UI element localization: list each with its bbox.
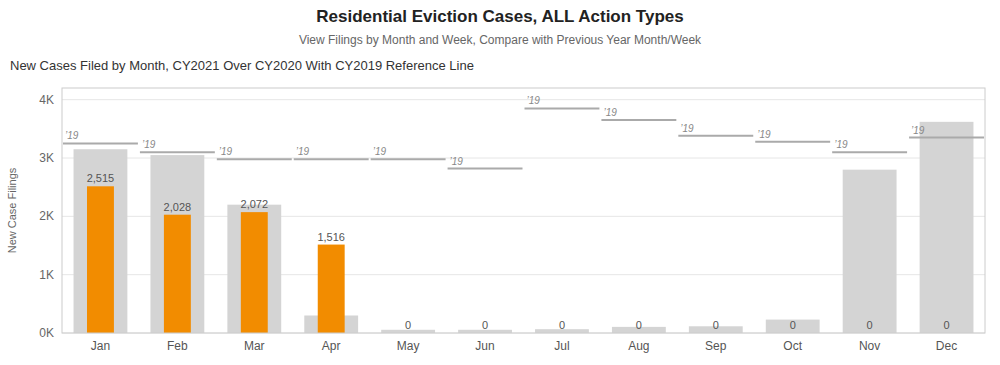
- reference-label: ’19: [911, 125, 925, 136]
- y-tick-label: 2K: [39, 209, 54, 223]
- reference-segment: [448, 168, 523, 170]
- reference-label: ’19: [142, 139, 156, 150]
- reference-label: ’19: [65, 130, 79, 141]
- data-label: 2,028: [164, 201, 192, 213]
- reference-segment: [601, 119, 676, 121]
- reference-label: ’19: [373, 146, 387, 157]
- y-tick-label: 0K: [39, 326, 54, 340]
- data-label: 2,515: [87, 172, 115, 184]
- labels: 2,515 2,028 2,072 1,516 0 0 0 0 0 0 0 0 ’19 ’19 ’19 ’19…: [65, 95, 950, 331]
- chart-section-title: New Cases Filed by Month, CY2021 Over CY…: [10, 58, 474, 73]
- bar: [766, 320, 820, 333]
- reference-label: ’19: [527, 95, 541, 106]
- x-tick-label: May: [397, 339, 420, 353]
- data-label: 0: [790, 319, 796, 331]
- reference-label: ’19: [219, 146, 233, 157]
- bar: [87, 186, 114, 333]
- reference-label: ’19: [296, 146, 310, 157]
- reference-segment: [294, 158, 369, 160]
- reference-segment: [525, 107, 600, 109]
- bar: [74, 149, 128, 333]
- x-tick-label: Mar: [244, 339, 265, 353]
- data-label: 1,516: [317, 231, 345, 243]
- data-label: 2,072: [241, 198, 269, 210]
- bar: [150, 155, 204, 333]
- reference-label: ’19: [757, 129, 771, 140]
- grid: [62, 100, 985, 333]
- bar: [920, 122, 974, 333]
- reference-segment: [909, 137, 984, 139]
- x-tick-label: Jan: [91, 339, 110, 353]
- plot-frame: [62, 88, 985, 333]
- x-tick-label: Nov: [859, 339, 880, 353]
- x-tick-label: Sep: [705, 339, 727, 353]
- subtitle: View Filings by Month and Week, Compare …: [299, 33, 702, 47]
- bar: [227, 205, 281, 333]
- reference-segment: [678, 135, 753, 137]
- reference-segment: [140, 151, 215, 153]
- chart-container: Residential Eviction Cases, ALL Action T…: [0, 0, 1000, 365]
- data-label: 0: [713, 319, 719, 331]
- bar: [241, 212, 268, 333]
- data-label: 0: [636, 319, 642, 331]
- chart-svg: Residential Eviction Cases, ALL Action T…: [0, 0, 1000, 365]
- x-tick-label: Jun: [475, 339, 494, 353]
- x-tick-label: Jul: [554, 339, 569, 353]
- grid-line: [62, 99, 985, 100]
- bar: [164, 215, 191, 333]
- series-1: [87, 186, 345, 333]
- reference-segment: [371, 158, 446, 160]
- reference-label: ’19: [834, 139, 848, 150]
- data-label: 0: [482, 319, 488, 331]
- reference-label: ’19: [680, 123, 694, 134]
- data-label: 0: [943, 319, 949, 331]
- reference-segment: [832, 151, 907, 153]
- x-tick-label: Feb: [167, 339, 188, 353]
- reference-segment: [217, 158, 292, 160]
- series-0: [74, 122, 974, 333]
- data-label: 0: [867, 319, 873, 331]
- data-label: 0: [559, 319, 565, 331]
- y-tick-label: 3K: [39, 151, 54, 165]
- x-tick-label: Aug: [628, 339, 649, 353]
- y-axis-label: New Case Filings: [6, 167, 18, 253]
- title: Residential Eviction Cases, ALL Action T…: [316, 7, 683, 26]
- x-tick-label: Dec: [936, 339, 957, 353]
- reference-segment: [755, 141, 830, 143]
- data-label: 0: [405, 319, 411, 331]
- reference-label: ’19: [450, 156, 464, 167]
- marks: [63, 108, 984, 333]
- bar: [318, 245, 345, 333]
- reference-segment: [63, 142, 138, 144]
- reference-label: ’19: [603, 107, 617, 118]
- series-2: [63, 108, 984, 168]
- x-tick-label: Oct: [783, 339, 802, 353]
- x-tick-label: Apr: [322, 339, 341, 353]
- y-tick-label: 1K: [39, 268, 54, 282]
- bar: [843, 170, 897, 333]
- y-tick-label: 4K: [39, 93, 54, 107]
